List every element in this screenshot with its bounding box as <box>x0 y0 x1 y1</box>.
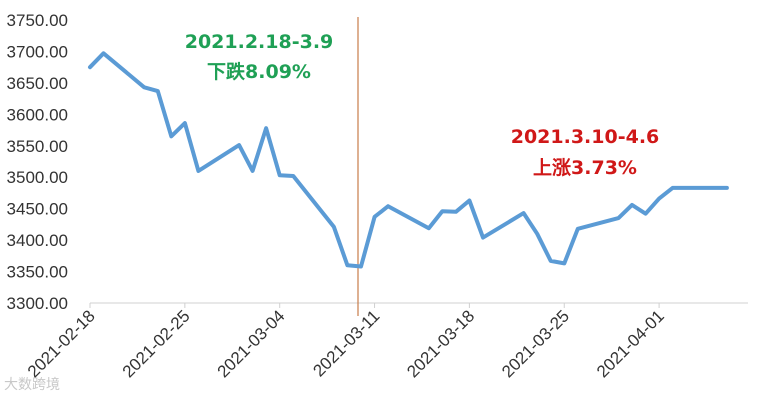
y-tick-label: 3650.00 <box>7 74 68 93</box>
x-axis-tick-marks <box>89 303 660 308</box>
x-tick-label: 2021-04-01 <box>593 306 668 381</box>
annotation-up-percent: 上涨3.73% <box>533 157 637 179</box>
y-tick-label: 3550.00 <box>7 137 68 156</box>
x-tick-label: 2021-03-11 <box>309 306 383 380</box>
y-tick-label: 3450.00 <box>7 200 68 219</box>
y-tick-label: 3350.00 <box>7 263 68 282</box>
y-tick-label: 3600.00 <box>7 105 68 124</box>
y-axis-ticks: 3300.00 3350.00 3400.00 3450.00 3500.00 3550.… <box>7 11 68 313</box>
y-tick-label: 3300.00 <box>7 294 68 313</box>
annotation-up-date-range: 2021.3.10-4.6 <box>511 126 660 148</box>
annotation-down-percent: 下跌8.09% <box>207 60 311 83</box>
annotation-down-date-range: 2021.2.18-3.9 <box>185 31 334 53</box>
x-tick-label: 2021-02-25 <box>119 306 194 381</box>
x-axis-labels: 2021-02-18 2021-02-25 2021-03-04 2021-03-11… <box>24 306 668 381</box>
y-tick-label: 3500.00 <box>7 168 68 187</box>
x-tick-label: 2021-02-18 <box>24 306 99 381</box>
price-series-line <box>88 51 729 269</box>
y-tick-label: 3700.00 <box>7 42 68 61</box>
x-tick-label: 2021-03-04 <box>214 306 289 381</box>
y-tick-label: 3750.00 <box>7 11 68 30</box>
y-tick-label: 3400.00 <box>7 231 68 250</box>
watermark-text: 大数跨境 <box>4 377 60 393</box>
x-tick-label: 2021-03-25 <box>498 306 573 381</box>
x-tick-label: 2021-03-18 <box>403 306 478 381</box>
